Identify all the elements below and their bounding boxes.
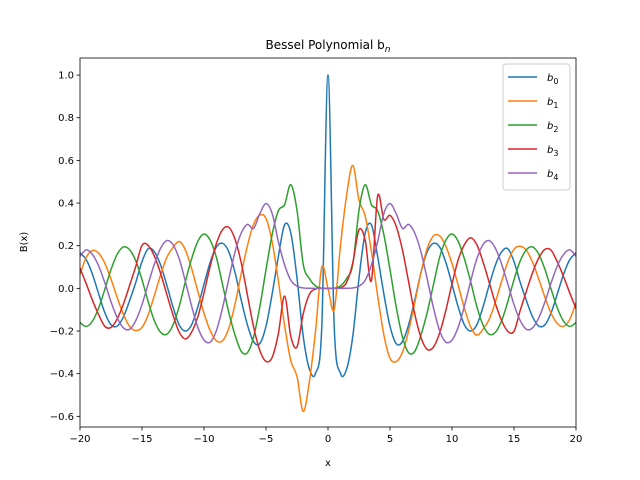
legend-label-b0: b0 xyxy=(547,73,558,86)
x-tick-label: 5 xyxy=(387,434,393,445)
chart-title-subscript: n xyxy=(385,45,391,55)
y-tick-label: 0.2 xyxy=(58,241,74,252)
x-tick-label: 20 xyxy=(570,434,583,445)
legend-box xyxy=(502,63,571,191)
x-tick-label: −10 xyxy=(193,434,214,445)
plot-area xyxy=(80,58,576,427)
y-tick-label: 0.8 xyxy=(58,113,74,124)
y-axis-label: B(x) xyxy=(19,232,30,253)
series-layer xyxy=(80,74,576,413)
series-line-b4 xyxy=(80,202,576,344)
legend-label-b4: b4 xyxy=(547,169,558,182)
y-tick-label: −0.4 xyxy=(50,369,74,380)
x-ticks: −20 −15 −10 −5 0 5 10 15 20 xyxy=(69,427,582,445)
x-tick-label: −20 xyxy=(69,434,90,445)
y-tick-label: 1.0 xyxy=(58,71,74,82)
y-tick-label: −0.2 xyxy=(50,327,74,338)
legend: b0 b1 b2 b3 b4 xyxy=(502,63,571,191)
x-tick-label: 15 xyxy=(508,434,521,445)
legend-label-b1: b1 xyxy=(547,97,558,110)
x-tick-label: −15 xyxy=(131,434,152,445)
series-line-b0 xyxy=(80,74,576,378)
y-tick-label: 0.6 xyxy=(58,156,74,167)
y-tick-label: −0.6 xyxy=(50,412,74,423)
legend-label-b3: b3 xyxy=(547,145,558,158)
chart-title: Bessel Polynomial bn xyxy=(265,38,390,55)
x-tick-label: −5 xyxy=(259,434,274,445)
y-ticks: −0.6 −0.4 −0.2 0.0 0.2 0.4 0.6 0.8 1.0 xyxy=(50,71,80,423)
legend-label-b2: b2 xyxy=(547,121,558,134)
x-tick-label: 10 xyxy=(446,434,459,445)
chart-title-main: Bessel Polynomial b xyxy=(265,38,384,52)
y-tick-label: 0.4 xyxy=(58,199,74,210)
x-tick-label: 0 xyxy=(325,434,331,445)
x-axis-label: x xyxy=(325,458,331,469)
y-tick-label: 0.0 xyxy=(58,284,74,295)
